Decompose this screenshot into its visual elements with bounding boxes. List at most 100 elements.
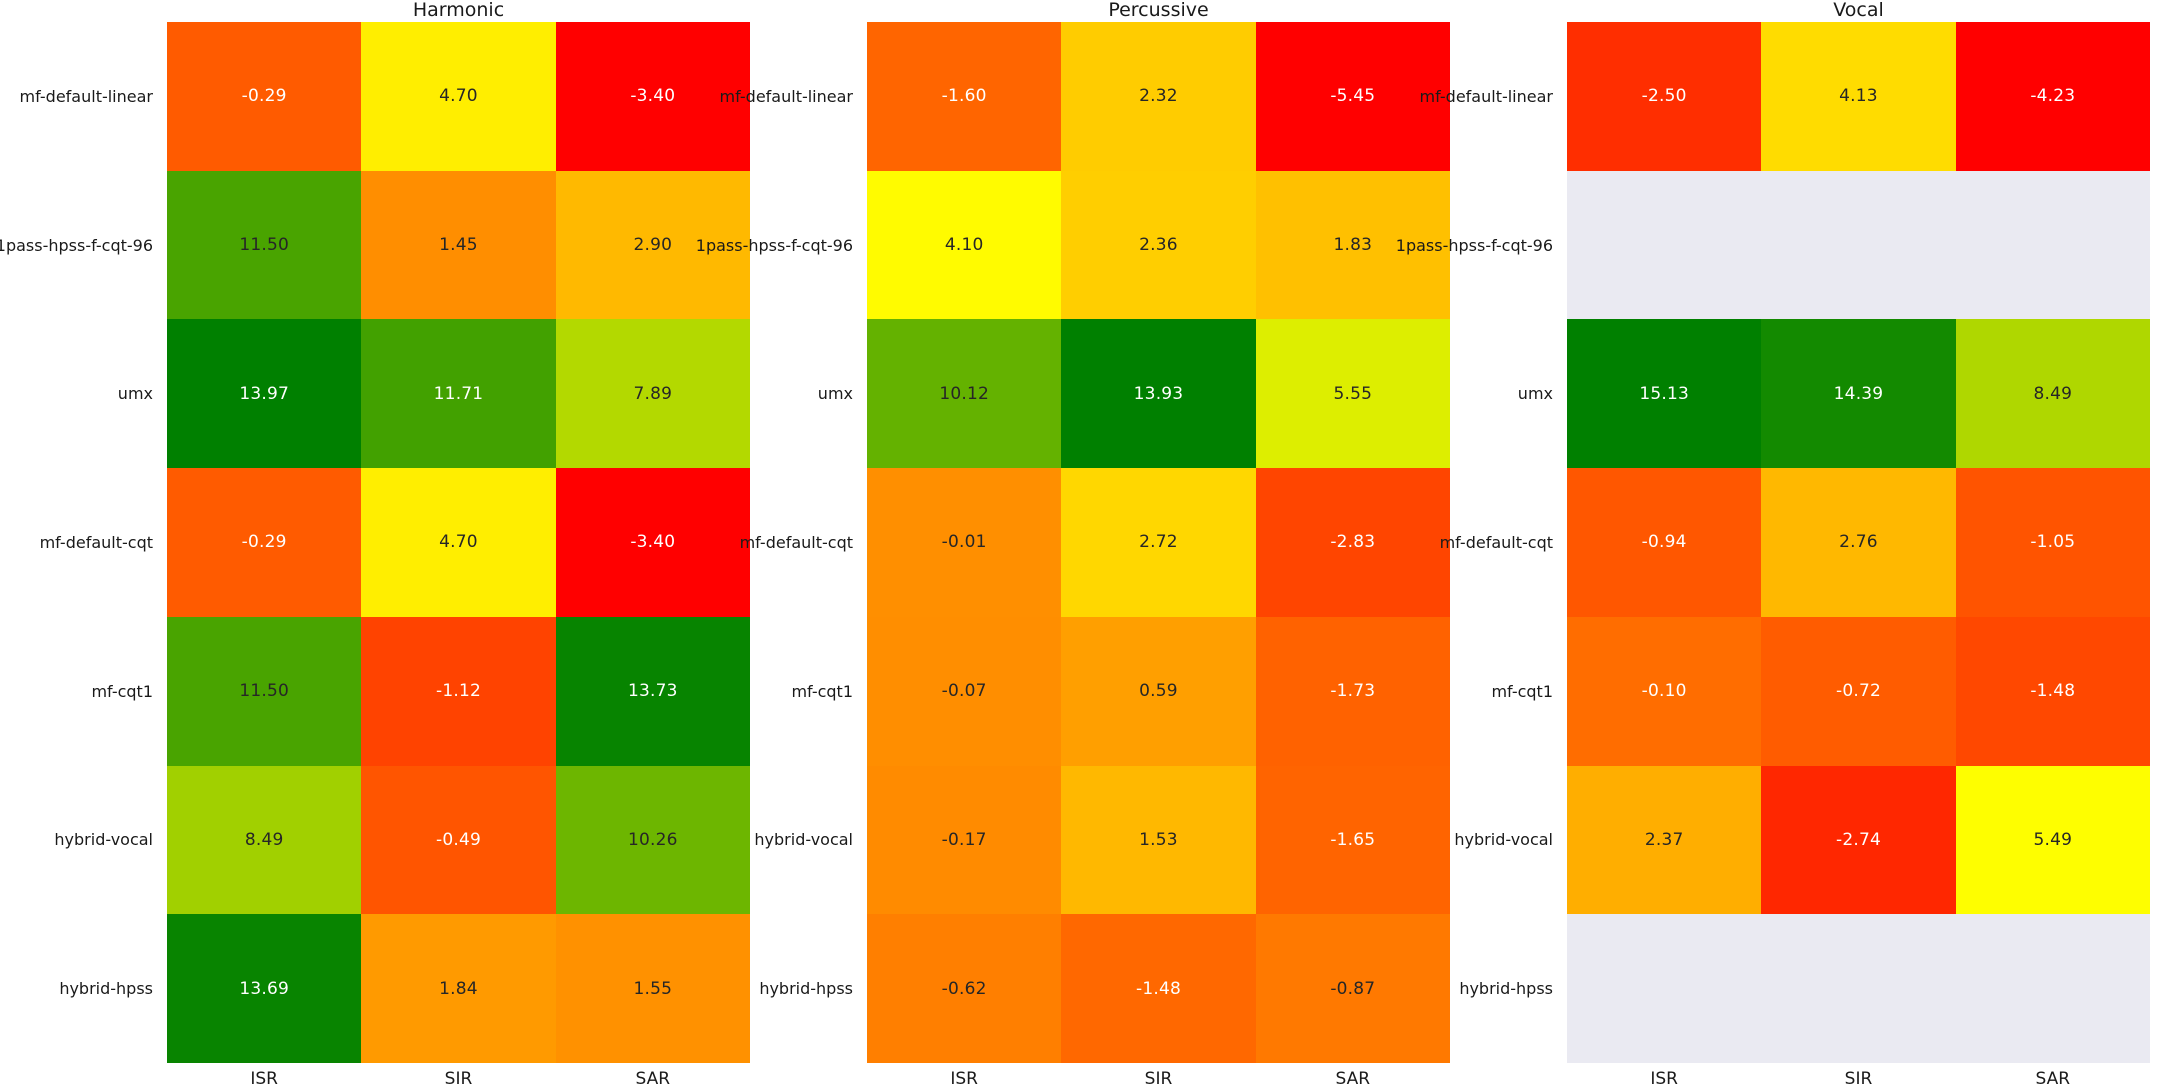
row-label: umx xyxy=(117,384,153,404)
col-label: SIR xyxy=(444,1069,473,1086)
row-label: hybrid-hpss xyxy=(59,979,153,999)
heatmap-cell: 0.59 xyxy=(1061,616,1256,766)
heatmap: -2.50 4.13 -4.23 15.13 14.39 8.49 -0.94 2.76 -1.… xyxy=(1567,22,2150,1063)
row-label: mf-default-cqt xyxy=(39,532,153,552)
heatmap-cell: -1.12 xyxy=(361,616,556,766)
heatmap-cell: -0.72 xyxy=(1761,616,1956,766)
heatmap-cell: -0.07 xyxy=(867,616,1062,766)
heatmap-cell: -0.49 xyxy=(361,765,556,915)
heatmap-cell: 4.10 xyxy=(867,170,1062,320)
heatmap-cell: -1.73 xyxy=(1255,616,1450,766)
heatmap-cell: -1.48 xyxy=(1061,914,1256,1063)
heatmap-cell: -3.40 xyxy=(555,468,750,617)
heatmap-cell: 2.76 xyxy=(1761,468,1956,617)
heatmap-cell: 4.70 xyxy=(361,22,556,171)
heatmap-cell: -0.62 xyxy=(867,914,1062,1063)
heatmap-cell: -0.87 xyxy=(1255,914,1450,1063)
row-label: hybrid-vocal xyxy=(1454,830,1553,850)
row-label: mf-default-cqt xyxy=(739,532,853,552)
row-label: 1pass-hpss-f-cqt-96 xyxy=(0,235,153,255)
heatmap-cell: -1.48 xyxy=(1955,616,2150,766)
heatmap-cell: 2.37 xyxy=(1567,765,1762,915)
col-label: SAR xyxy=(2035,1069,2071,1086)
heatmap-cell: 1.84 xyxy=(361,914,556,1063)
row-label: mf-cqt1 xyxy=(91,681,153,701)
col-label: ISR xyxy=(950,1069,978,1086)
heatmap-cell: 1.55 xyxy=(555,914,750,1063)
col-label: SAR xyxy=(635,1069,671,1086)
heatmap-cell: -1.05 xyxy=(1955,468,2150,617)
heatmap-cell: -2.74 xyxy=(1761,765,1956,915)
row-label: umx xyxy=(1517,384,1553,404)
panel-harmonic: Harmonic mf-default-linear 1pass-hpss-f-c… xyxy=(0,0,750,1086)
heatmap-cell: 13.69 xyxy=(167,914,362,1063)
heatmap-cell xyxy=(1761,914,1956,1063)
col-labels: ISR SIR SAR xyxy=(1567,1063,2150,1086)
heatmap-cell: -3.40 xyxy=(555,22,750,171)
col-label: ISR xyxy=(1650,1069,1678,1086)
heatmap-cell: 2.36 xyxy=(1061,170,1256,320)
heatmap-cell: -0.29 xyxy=(167,468,362,617)
heatmap-cell: 11.50 xyxy=(167,170,362,320)
panel-percussive: Percussive mf-default-linear 1pass-hpss-f… xyxy=(696,0,1450,1086)
row-label: hybrid-vocal xyxy=(754,830,853,850)
heatmap-cell: 8.49 xyxy=(167,765,362,915)
row-label: mf-cqt1 xyxy=(1491,681,1553,701)
row-label: mf-default-linear xyxy=(19,86,153,106)
row-label: 1pass-hpss-f-cqt-96 xyxy=(1395,235,1553,255)
heatmap-cell: 4.70 xyxy=(361,468,556,617)
heatmap-cell: -5.45 xyxy=(1255,22,1450,171)
heatmap-cell: 11.71 xyxy=(361,319,556,469)
col-labels: ISR SIR SAR xyxy=(167,1063,750,1086)
col-label: SIR xyxy=(1844,1069,1873,1086)
row-label: mf-cqt1 xyxy=(791,681,853,701)
row-labels: mf-default-linear 1pass-hpss-f-cqt-96 umx m… xyxy=(1253,22,1553,1063)
heatmap-cell: 4.13 xyxy=(1761,22,1956,171)
heatmap-cell: 11.50 xyxy=(167,616,362,766)
col-label: SAR xyxy=(1335,1069,1371,1086)
heatmap-cell: 2.72 xyxy=(1061,468,1256,617)
heatmap-cell xyxy=(1567,914,1762,1063)
heatmap-cell: 13.93 xyxy=(1061,319,1256,469)
row-label: hybrid-hpss xyxy=(1459,979,1553,999)
row-label: mf-default-linear xyxy=(1419,86,1553,106)
heatmap-cell: 13.73 xyxy=(555,616,750,766)
heatmap-cell: 15.13 xyxy=(1567,319,1762,469)
heatmap-cell: -1.60 xyxy=(867,22,1062,171)
heatmap-cell: -0.10 xyxy=(1567,616,1762,766)
row-label: 1pass-hpss-f-cqt-96 xyxy=(695,235,853,255)
heatmap-cell: 1.83 xyxy=(1255,170,1450,320)
heatmap-cell xyxy=(1567,170,1762,320)
heatmap: -1.60 2.32 -5.45 4.10 2.36 1.83 10.12 13.93 5.55… xyxy=(867,22,1450,1063)
heatmap-cell: 10.26 xyxy=(555,765,750,915)
col-label: ISR xyxy=(250,1069,278,1086)
heatmap-cell: 14.39 xyxy=(1761,319,1956,469)
heatmap-cell: 8.49 xyxy=(1955,319,2150,469)
col-label: SIR xyxy=(1144,1069,1173,1086)
panel-vocal: Vocal mf-default-linear 1pass-hpss-f-cqt-… xyxy=(1396,0,2150,1086)
heatmap: -0.29 4.70 -3.40 11.50 1.45 2.90 13.97 11.71 7.8… xyxy=(167,22,750,1063)
heatmap-cell: 2.90 xyxy=(555,170,750,320)
row-label: hybrid-vocal xyxy=(54,830,153,850)
heatmap-cell: -0.94 xyxy=(1567,468,1762,617)
col-labels: ISR SIR SAR xyxy=(867,1063,1450,1086)
heatmap-cell: 1.53 xyxy=(1061,765,1256,915)
heatmap-cell: 5.49 xyxy=(1955,765,2150,915)
row-label: hybrid-hpss xyxy=(759,979,853,999)
heatmap-cell: 10.12 xyxy=(867,319,1062,469)
panel-title: Percussive xyxy=(1108,0,1209,21)
heatmap-cell xyxy=(1955,170,2150,320)
heatmap-cell: 13.97 xyxy=(167,319,362,469)
panel-title: Vocal xyxy=(1833,0,1884,21)
heatmap-cell: -0.29 xyxy=(167,22,362,171)
heatmap-cell: 5.55 xyxy=(1255,319,1450,469)
heatmap-cell: -1.65 xyxy=(1255,765,1450,915)
heatmap-cell: 7.89 xyxy=(555,319,750,469)
row-label: mf-default-linear xyxy=(719,86,853,106)
row-labels: mf-default-linear 1pass-hpss-f-cqt-96 umx m… xyxy=(553,22,853,1063)
heatmap-cell xyxy=(1955,914,2150,1063)
panel-title: Harmonic xyxy=(412,0,505,21)
row-label: mf-default-cqt xyxy=(1439,532,1553,552)
heatmap-cell: -4.23 xyxy=(1955,22,2150,171)
